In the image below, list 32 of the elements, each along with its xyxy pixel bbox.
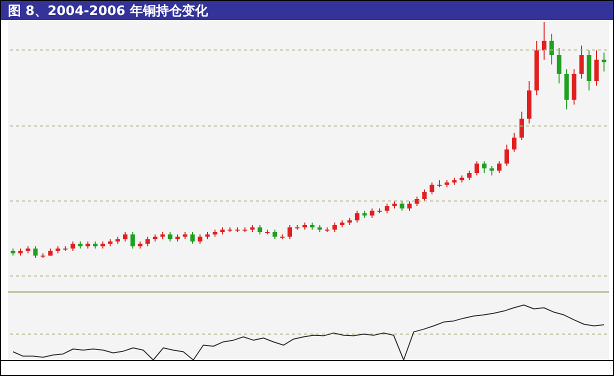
candlestick bbox=[130, 232, 135, 250]
candlestick bbox=[400, 200, 404, 212]
candlestick bbox=[542, 22, 546, 60]
candlestick bbox=[594, 50, 599, 86]
candlestick bbox=[549, 33, 554, 65]
candlestick bbox=[482, 160, 487, 174]
candlestick bbox=[422, 189, 427, 202]
candlestick bbox=[579, 45, 584, 80]
candlestick bbox=[122, 232, 128, 242]
candlestick bbox=[190, 232, 195, 244]
candlestick bbox=[407, 200, 412, 212]
candlestick bbox=[145, 236, 150, 247]
candlestick bbox=[70, 240, 76, 252]
candlestick bbox=[33, 246, 38, 258]
candlestick bbox=[288, 224, 292, 240]
candlestick bbox=[474, 160, 480, 176]
candlestick bbox=[497, 160, 502, 174]
candlestick bbox=[258, 224, 262, 235]
candlestick bbox=[370, 208, 374, 218]
chart-title: 图 8、2004-2006 年铜持仓变化 bbox=[8, 3, 209, 19]
candlestick bbox=[430, 182, 434, 195]
candlestick bbox=[504, 144, 509, 166]
candlestick bbox=[332, 222, 337, 233]
candlestick bbox=[384, 203, 390, 214]
candlestick bbox=[512, 132, 516, 152]
candlestick bbox=[168, 232, 172, 242]
candlestick bbox=[272, 229, 278, 240]
candlestick bbox=[467, 170, 472, 181]
candlestick bbox=[519, 111, 524, 140]
candlestick bbox=[354, 210, 360, 224]
candlestick bbox=[198, 234, 202, 244]
candlestick bbox=[556, 47, 562, 84]
